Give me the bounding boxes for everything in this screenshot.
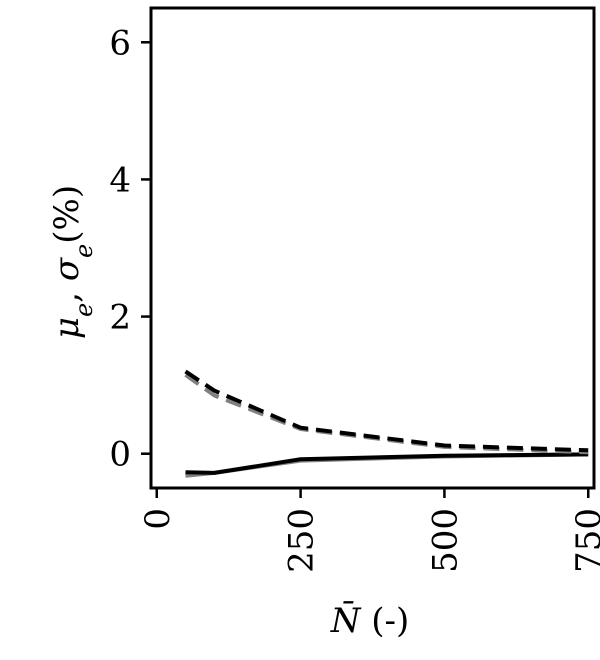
- y-tick-label: 0: [109, 435, 131, 475]
- plot-area: [184, 369, 589, 478]
- x-tick-label: 500: [425, 508, 465, 573]
- series-line-4: [184, 369, 589, 453]
- series-line-2: [185, 452, 589, 475]
- y-axis-label: μe, σe(%): [47, 185, 98, 339]
- y-tick-label: 4: [109, 160, 131, 200]
- y-tick-label: 2: [109, 298, 131, 338]
- x-axis-label: N̄ (-): [330, 600, 410, 641]
- axes: 0 2 4 6 0 250 500 750: [109, 6, 600, 573]
- series-line-3: [184, 373, 589, 455]
- y-tick-label: 6: [109, 23, 131, 63]
- x-tick-label: 0: [138, 508, 178, 530]
- x-tick-label: 750: [569, 508, 600, 573]
- x-tick-label: 250: [282, 508, 322, 573]
- plot-frame: [149, 6, 596, 490]
